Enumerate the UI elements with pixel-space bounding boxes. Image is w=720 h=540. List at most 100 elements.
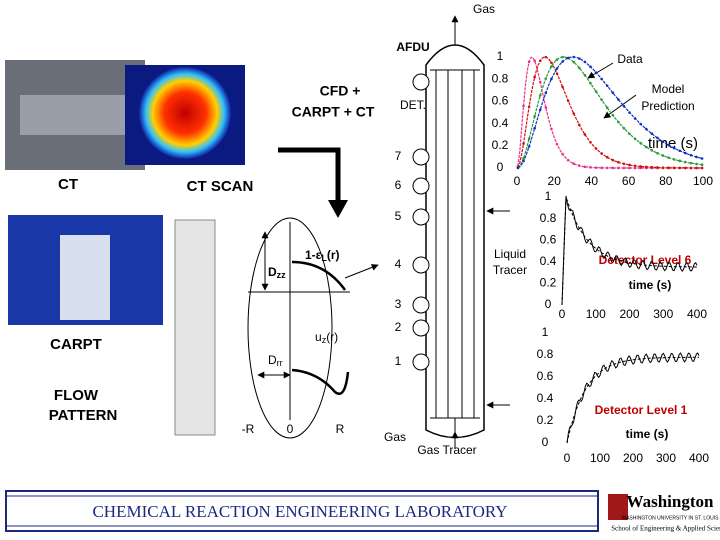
carpt-label: CARPT [50, 336, 102, 353]
holdup-a: 1-ε [305, 248, 322, 262]
holdup-label: 1-εL(r) [305, 248, 340, 263]
data-label: Data [617, 52, 643, 66]
logo-school: School of Engineering & Applied Science [611, 525, 720, 533]
drr-label: Drr [268, 353, 283, 368]
detector-number: 2 [395, 320, 402, 334]
lab-name: CHEMICAL REACTION ENGINEERING LABORATORY [92, 502, 507, 521]
y-tick-label: 0.4 [537, 391, 554, 405]
x-tick-label: 40 [585, 174, 599, 188]
axis-minus-r: -R [242, 422, 255, 436]
carpt-column [60, 235, 110, 320]
ct-scan-heatmap [139, 67, 231, 159]
holdup-b: (r) [327, 248, 340, 262]
detector [412, 148, 430, 166]
detector [412, 256, 430, 274]
y-tick-label: 0.6 [492, 94, 509, 108]
detector-number: 1 [395, 354, 402, 368]
data-point [639, 165, 642, 168]
uz-label: uz(r) [315, 330, 338, 345]
logo-shield [608, 494, 628, 520]
gas-bottom: Gas [384, 430, 406, 444]
x-tick-label: 200 [619, 307, 639, 321]
velocity-curve [291, 368, 350, 395]
flow-line1: FLOW [54, 387, 99, 404]
logo-text: Washington [627, 492, 714, 511]
y-tick-label: 0.2 [537, 413, 554, 427]
x-tick-label: 300 [653, 307, 673, 321]
y-tick-label: 0 [497, 160, 504, 174]
dzz-a: D [268, 265, 277, 279]
y-tick-label: 1 [545, 189, 552, 203]
drr-sub: rr [277, 358, 283, 368]
model-curve [517, 56, 703, 169]
reactor-column [425, 44, 485, 439]
detector-data [561, 195, 698, 306]
cfd-line1: CFD + [320, 83, 361, 99]
detector-model [566, 356, 699, 444]
y-tick-label: 0.2 [540, 276, 557, 290]
liquid-line1: Liquid [494, 247, 526, 261]
profile-ellipse [247, 217, 333, 439]
gas-tracer: Gas Tracer [417, 443, 476, 457]
afdu-label: AFDU [396, 40, 429, 54]
y-tick-label: 0.6 [537, 369, 554, 383]
y-tick-label: 0.8 [492, 71, 509, 85]
y-tick-label: 0 [542, 435, 549, 449]
profile-pointer [344, 264, 379, 279]
axis-r: R [336, 422, 345, 436]
y-tick-label: 1 [497, 49, 504, 63]
logo-univ: WASHINGTON UNIVERSITY IN ST. LOUIS [622, 515, 720, 521]
x-tick-label: 0 [564, 451, 571, 465]
y-tick-label: 0.6 [540, 232, 557, 246]
time-label-6: time (s) [629, 278, 672, 292]
y-tick-label: 0 [545, 297, 552, 311]
data-point [611, 166, 615, 170]
x-tick-label: 300 [656, 451, 676, 465]
cfd-line2: CARPT + CT [292, 104, 375, 120]
detector [412, 319, 430, 337]
detector [412, 353, 430, 371]
ct-label: CT [58, 176, 78, 193]
x-tick-label: 100 [693, 174, 713, 188]
uz-sub: z [322, 335, 327, 345]
model-curve [517, 56, 703, 169]
y-tick-label: 1 [542, 325, 549, 339]
model-curve [517, 56, 703, 169]
detector-number: 5 [395, 209, 402, 223]
detector [412, 208, 430, 226]
x-tick-label: 200 [623, 451, 643, 465]
y-tick-label: 0.8 [540, 211, 557, 225]
detector-number: 7 [395, 149, 402, 163]
x-tick-label: 80 [659, 174, 673, 188]
internals [430, 69, 480, 419]
detector [412, 73, 430, 91]
data-pointer [587, 62, 614, 79]
data-point [667, 166, 670, 170]
dzz-sub: zz [277, 270, 287, 280]
axis-zero: 0 [287, 422, 294, 436]
holdup-curve [291, 260, 347, 291]
detector [412, 296, 430, 314]
y-tick-label: 0.4 [540, 254, 557, 268]
data-point [656, 166, 659, 169]
detector-number: 3 [395, 297, 402, 311]
ct-photo-detail [20, 95, 130, 135]
liquid-line2: Tracer [493, 263, 527, 277]
detector-data [566, 352, 700, 444]
flow-line2: PATTERN [49, 407, 118, 424]
ct-scan-label: CT SCAN [187, 178, 254, 195]
det-label: DET. [400, 98, 426, 112]
x-tick-label: 100 [586, 307, 606, 321]
model-line1: Model [652, 82, 685, 96]
column-photo [174, 219, 216, 436]
x-tick-label: 400 [687, 307, 707, 321]
time-label-1: time (s) [626, 427, 669, 441]
detector [412, 177, 430, 195]
y-tick-label: 0.2 [492, 138, 509, 152]
detector1-label: Detector Level 1 [595, 403, 688, 417]
x-tick-label: 20 [548, 174, 562, 188]
time-label-top: time (s) [648, 135, 698, 152]
gas-top: Gas [473, 2, 495, 16]
uz-b: (r) [326, 330, 338, 344]
data-point [684, 166, 687, 170]
